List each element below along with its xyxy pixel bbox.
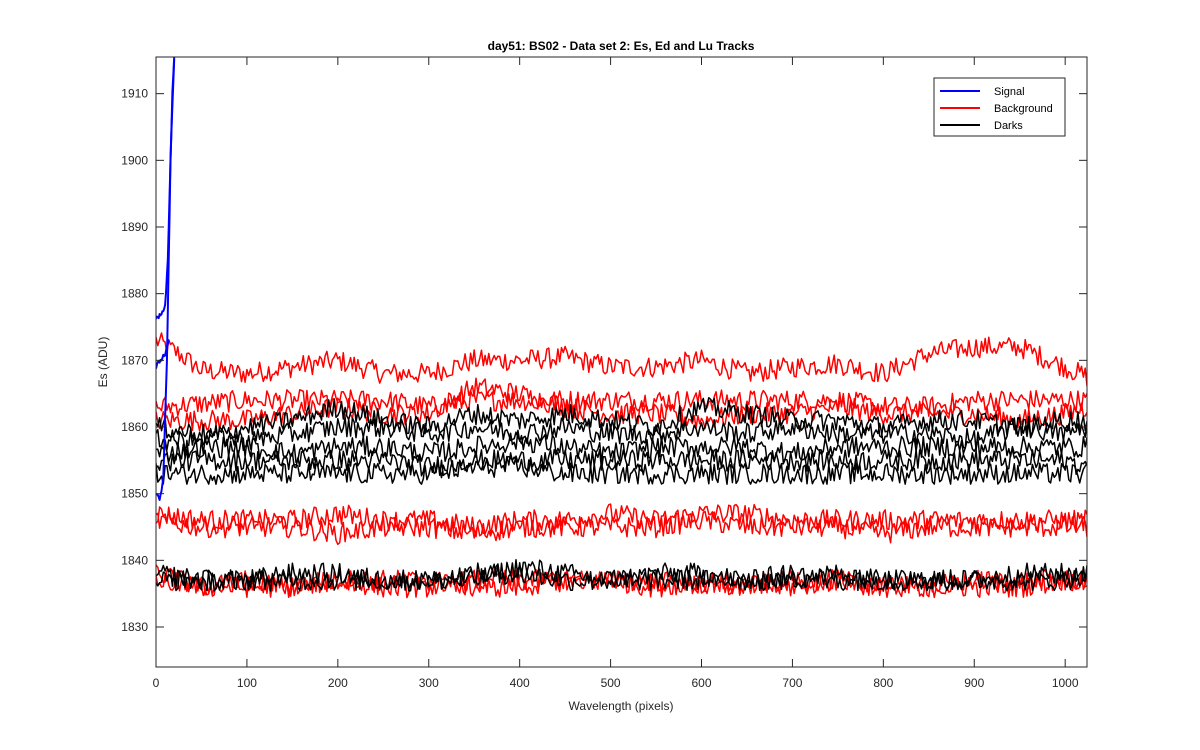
series-line-background [156,332,1087,387]
series-line-background [156,510,1087,546]
series-line-signal [156,339,170,369]
series-line-darks [156,455,1087,485]
x-tick-label: 900 [964,676,984,690]
series-line-darks [156,416,1087,452]
y-tick-label: 1860 [121,420,148,434]
series-line-darks [156,562,1087,592]
x-tick-label: 0 [153,676,160,690]
legend-label: Background [994,103,1053,115]
y-tick-label: 1850 [121,487,148,501]
y-tick-label: 1910 [121,87,148,101]
x-tick-label: 600 [691,676,711,690]
series-line-background [156,377,1087,432]
series-line-darks [156,396,1087,452]
series-line-darks [156,429,1087,464]
x-tick-label: 500 [601,676,621,690]
y-tick-label: 1830 [121,620,148,634]
legend-label: Signal [994,86,1025,98]
y-tick-label: 1880 [121,287,148,301]
y-tick-label: 1870 [121,353,148,367]
x-tick-label: 400 [510,676,530,690]
y-tick-label: 1900 [121,153,148,167]
y-axis-label: Es (ADU) [96,337,110,388]
x-tick-label: 700 [782,676,802,690]
x-tick-label: 100 [237,676,257,690]
x-tick-label: 200 [328,676,348,690]
series-line-signal [156,57,176,501]
series-line-darks [156,448,1087,477]
series-line-background [156,389,1087,418]
x-axis-label: Wavelength (pixels) [569,699,674,713]
legend: Signal Background Darks [933,77,1066,137]
ticks-layer: 0 100 200 300 400 500 600 700 800 900 1000 1830 1840… [121,57,1087,690]
x-tick-label: 300 [419,676,439,690]
x-tick-label: 1000 [1052,676,1079,690]
legend-label: Darks [994,120,1023,132]
y-tick-label: 1840 [121,553,148,567]
axes-layer [155,56,1088,668]
chart-title: day51: BS02 - Data set 2: Es, Ed and Lu … [488,39,755,53]
x-tick-label: 800 [873,676,893,690]
axes-box [155,56,1088,668]
series-layer [156,57,1087,599]
y-tick-label: 1890 [121,220,148,234]
